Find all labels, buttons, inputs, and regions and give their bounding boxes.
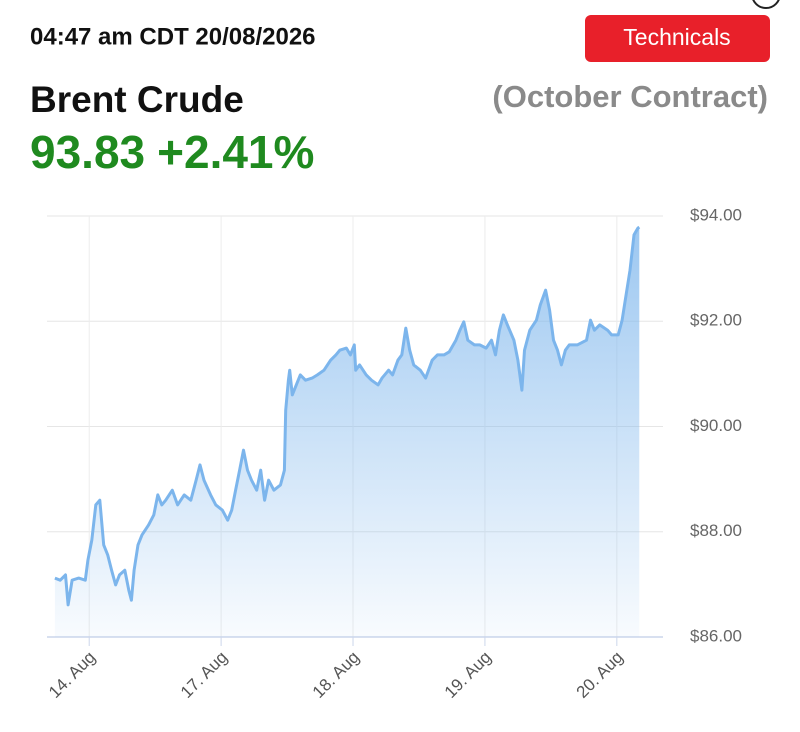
x-tick-label: 18. Aug [309,648,363,702]
x-tick-label: 14. Aug [45,648,99,702]
x-tick-label: 19. Aug [441,648,495,702]
price-line [54,225,641,607]
contract: (October Contract) [492,79,768,114]
y-tick-label: $86.00 [690,626,742,645]
price-line: 93.83 +2.41% [30,126,314,178]
button-label[interactable]: Technicals [623,24,730,50]
y-tick-label: $90.00 [690,416,742,435]
y-tick-label: $94.00 [690,205,742,224]
timestamp: 04:47 am CDT 20/08/2026 [30,23,316,50]
technicals-button[interactable]: Technicals [585,15,770,62]
chart: $86.00 $88.00 $90.00 $92.00 $94.00 14. Aug 17.… [45,205,742,701]
instrument: Brent Crude [30,79,244,120]
menu-icon[interactable] [752,0,780,9]
x-tick-label: 17. Aug [177,648,231,702]
area-fill [54,227,640,637]
x-tick-label: 20. Aug [573,648,627,702]
change: +2.41% [157,126,314,178]
y-tick-label: $88.00 [690,521,742,540]
y-tick-label: $92.00 [690,311,742,330]
price: 93.83 [30,126,145,178]
button-bg[interactable] [585,15,770,62]
